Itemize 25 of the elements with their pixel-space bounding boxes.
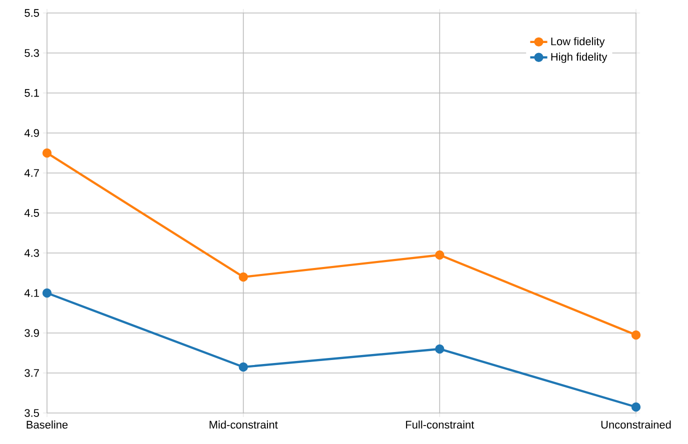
point bbox=[631, 402, 641, 412]
point bbox=[238, 362, 248, 372]
y-tick-label: 5.5 bbox=[24, 9, 40, 17]
y-tick-label: 3.9 bbox=[24, 329, 39, 337]
point bbox=[42, 148, 52, 158]
y-tick-label: 3.7 bbox=[24, 369, 39, 377]
x-tick-label: Unconstrained bbox=[601, 420, 671, 429]
x-tick-label: Baseline bbox=[26, 420, 68, 429]
y-tick-label: 4.9 bbox=[24, 129, 39, 137]
legend-label: High fidelity bbox=[551, 52, 608, 63]
y-tick-label: 3.5 bbox=[24, 409, 40, 417]
x-tick-label: Mid-constraint bbox=[210, 420, 278, 429]
y-tick-label: 4.5 bbox=[24, 209, 40, 217]
y-tick-label: 5.1 bbox=[24, 89, 39, 97]
x-tick-label: Full-constraint bbox=[406, 420, 474, 429]
y-tick-label: 4.7 bbox=[24, 169, 39, 177]
point bbox=[435, 250, 444, 260]
y-tick-label: 4.1 bbox=[24, 289, 39, 297]
point bbox=[238, 272, 248, 282]
point bbox=[435, 344, 444, 354]
point bbox=[42, 288, 52, 298]
y-tick-label: 4.3 bbox=[24, 249, 39, 257]
legend-label: Low fidelity bbox=[551, 37, 605, 48]
y-tick-label: 5.3 bbox=[24, 49, 39, 57]
point bbox=[631, 330, 641, 340]
